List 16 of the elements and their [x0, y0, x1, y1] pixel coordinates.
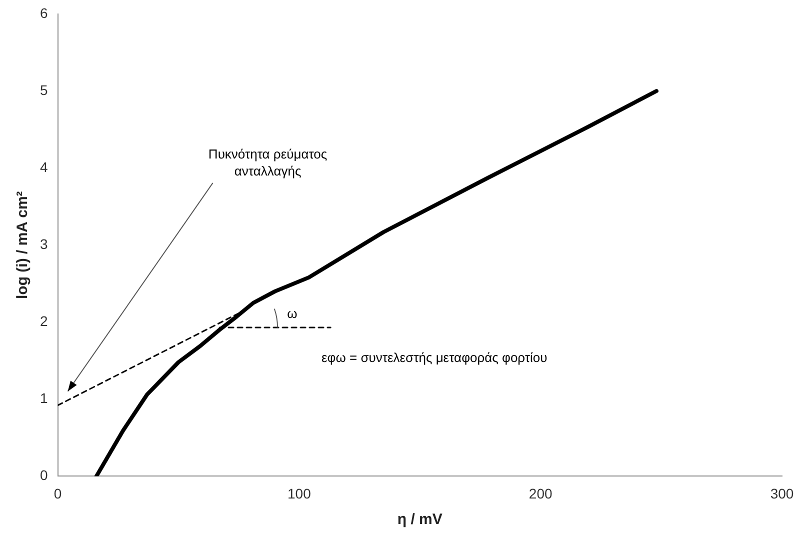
y-tick-label: 6	[40, 4, 48, 21]
x-tick-label: 200	[528, 485, 552, 502]
y-tick-label: 3	[40, 236, 48, 252]
y-tick-label: 4	[40, 158, 48, 175]
y-axis-title: log (i) / mA cm²	[14, 191, 32, 299]
y-tick-label: 1	[40, 390, 48, 406]
x-tick-label: 300	[770, 485, 794, 502]
y-tick-label: 0	[40, 467, 48, 484]
x-axis-title: η / mV	[397, 511, 442, 528]
annotation: Πυκνότητα ρεύματος ανταλλαγής	[208, 146, 328, 179]
annotation: ω	[287, 306, 298, 322]
x-tick-label: 100	[288, 485, 312, 502]
x-tick-label: 0	[54, 485, 62, 502]
annotation: εφω = συντελεστής μεταφοράς φορτίου	[322, 350, 548, 365]
y-tick-label: 5	[40, 82, 48, 98]
y-tick-label: 2	[40, 312, 48, 329]
